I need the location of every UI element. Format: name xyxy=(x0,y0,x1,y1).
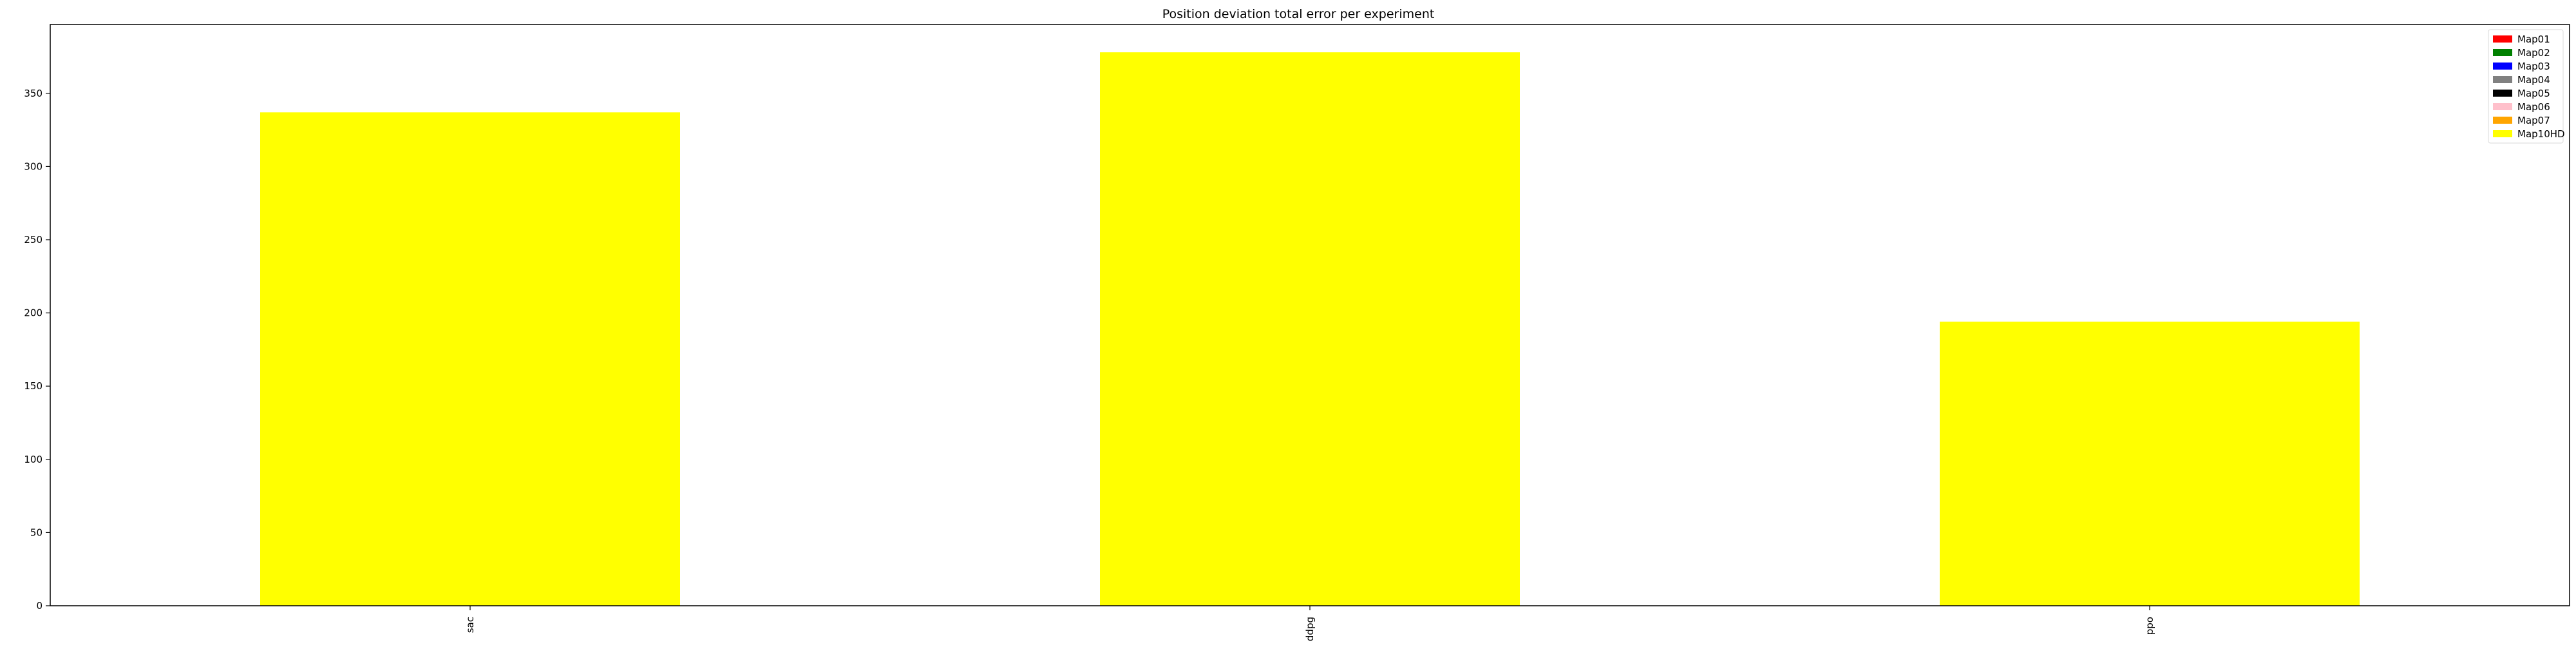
legend-label-map03: Map03 xyxy=(2517,61,2550,72)
y-tick-label: 50 xyxy=(30,526,43,538)
legend-swatch-map04 xyxy=(2493,76,2512,83)
legend-label-map07: Map07 xyxy=(2517,115,2550,126)
bars-layer xyxy=(260,52,2360,606)
legend-label-map01: Map01 xyxy=(2517,34,2550,45)
legend-swatch-map10hd xyxy=(2493,130,2512,137)
x-tick-label-ddpg: ddpg xyxy=(1304,617,1316,641)
y-tick-label: 0 xyxy=(36,600,43,612)
y-tick-label: 300 xyxy=(24,160,43,172)
legend[interactable]: Map01 Map02 Map03 Map04 Map05 Map06 Map07 Map10… xyxy=(2488,29,2565,144)
y-tick-label: 200 xyxy=(24,307,43,319)
x-tick-label-ppo: ppo xyxy=(2144,617,2155,635)
plot-frame xyxy=(50,24,2570,606)
y-tick-label: 250 xyxy=(24,234,43,246)
legend-swatch-map01 xyxy=(2493,35,2512,43)
legend-label-map02: Map02 xyxy=(2517,47,2550,59)
bar-ppo-map10hd xyxy=(1940,322,2360,606)
legend-swatch-map05 xyxy=(2493,90,2512,97)
x-tick-label-sac: sac xyxy=(464,617,476,633)
y-tick-label: 150 xyxy=(24,380,43,392)
legend-label-map10hd: Map10HD xyxy=(2517,128,2565,140)
legend-label-map06: Map06 xyxy=(2517,101,2550,113)
legend-swatch-map02 xyxy=(2493,49,2512,56)
legend-swatch-map06 xyxy=(2493,103,2512,110)
bar-sac-map10hd xyxy=(260,112,680,606)
legend-label-map05: Map05 xyxy=(2517,88,2550,99)
legend-label-map04: Map04 xyxy=(2517,74,2550,86)
chart-title: Position deviation total error per exper… xyxy=(1162,7,1435,21)
y-axis: 0 50 100 150 200 250 300 350 xyxy=(24,88,50,612)
y-tick-label: 350 xyxy=(24,88,43,99)
legend-swatch-map03 xyxy=(2493,63,2512,70)
legend-frame xyxy=(2488,29,2564,144)
legend-swatch-map07 xyxy=(2493,117,2512,124)
bar-ddpg-map10hd xyxy=(1100,52,1520,606)
x-axis: sac ddpg ppo xyxy=(464,606,2155,641)
y-tick-label: 100 xyxy=(24,454,43,465)
